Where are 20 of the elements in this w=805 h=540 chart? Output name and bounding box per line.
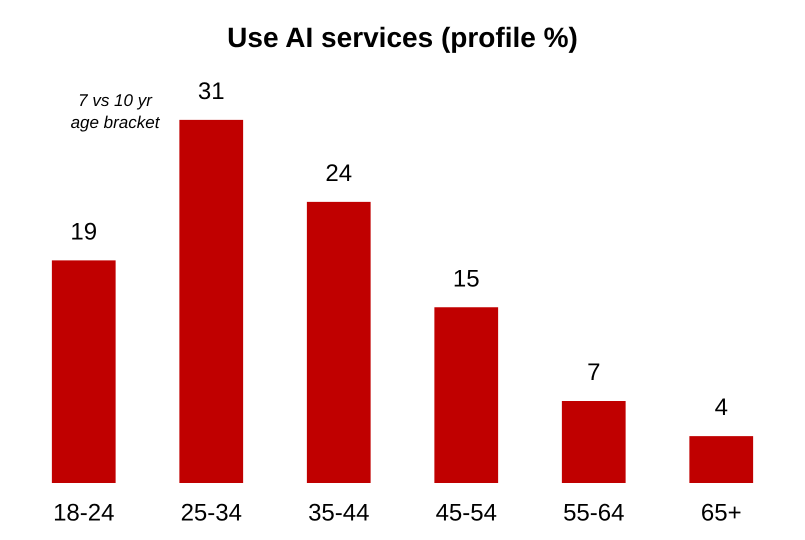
bar [306,202,371,483]
x-tick-label: 18-24 [53,500,114,526]
data-label: 31 [198,78,225,105]
x-tick-label: 25-34 [180,500,242,526]
annotation: 7 vs 10 yr age bracket [70,91,161,132]
bar [562,401,626,483]
x-tick-label: 35-44 [308,500,370,526]
bar [179,120,244,483]
data-label: 4 [714,394,728,422]
x-tick-label: 45-54 [436,500,497,526]
data-label: 24 [325,160,352,187]
data-label: 7 [587,359,600,386]
bar [434,307,498,483]
data-label: 19 [70,218,98,246]
x-tick-label: 55-64 [563,500,624,526]
bar [52,260,116,483]
data-label: 15 [452,265,480,292]
chart-title: Use AI services (profile %) [227,22,578,53]
bar [689,436,754,483]
x-tick-label: 65+ [700,500,742,526]
